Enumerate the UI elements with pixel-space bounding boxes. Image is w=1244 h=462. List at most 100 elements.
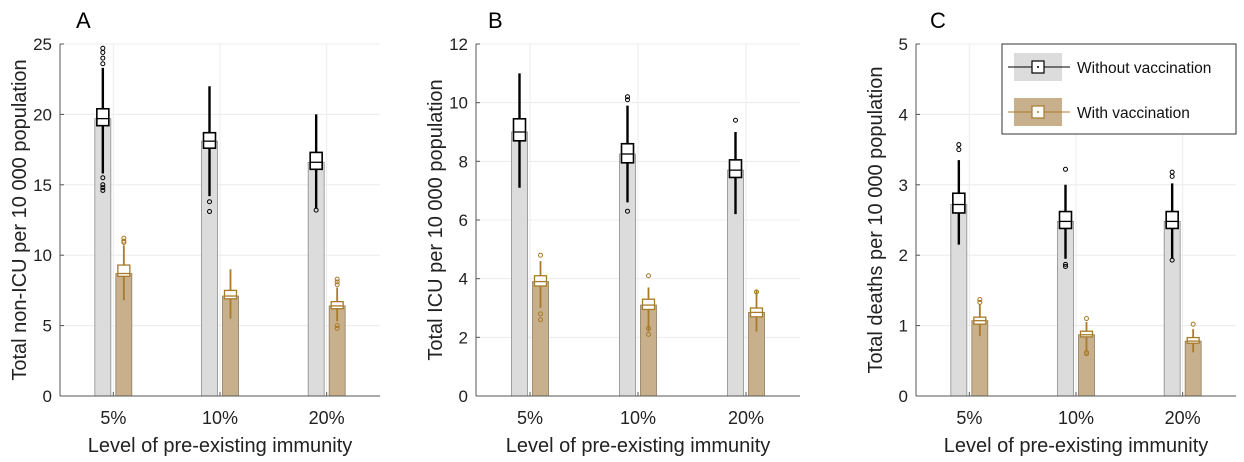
legend: Without vaccination With vaccination: [1001, 43, 1237, 135]
x-tick-label: 5%: [100, 408, 126, 428]
y-tick-label: 6: [459, 211, 468, 230]
outlier-point: [100, 55, 106, 61]
box: [1165, 210, 1179, 230]
y-axis-label: Total ICU per 10 000 population: [425, 79, 447, 360]
box: [309, 151, 323, 171]
panel-label: C: [930, 8, 946, 33]
y-tick-label: 10: [33, 246, 52, 265]
outlier-point: [733, 117, 738, 123]
outlier-point: [646, 331, 651, 337]
outlier-point: [625, 208, 630, 214]
outlier-point: [100, 175, 106, 181]
outlier-point: [334, 323, 340, 329]
y-tick-label: 15: [33, 176, 52, 195]
y-axis-label: Total non-ICU per 10 000 population: [9, 59, 31, 380]
outlier-point: [1063, 166, 1068, 172]
outlier-point: [646, 273, 651, 279]
y-tick-label: 20: [33, 105, 52, 124]
outlier-point: [1063, 261, 1068, 267]
x-axis-label: Level of pre-existing immunity: [88, 435, 353, 457]
outlier-point: [1169, 257, 1175, 263]
box: [330, 301, 344, 310]
box: [512, 118, 527, 142]
box: [1079, 330, 1094, 338]
legend-label: With vaccination: [1077, 105, 1190, 122]
y-tick-label: 0: [899, 387, 908, 406]
box: [96, 107, 110, 127]
outlier-point: [1084, 316, 1089, 322]
outlier-point: [625, 94, 630, 100]
outlier-point: [977, 299, 983, 305]
outlier-point: [100, 185, 106, 191]
y-tick-label: 10: [449, 94, 468, 113]
y-tick-label: 3: [899, 176, 908, 195]
x-tick-label: 10%: [620, 408, 656, 428]
x-tick-label: 10%: [202, 408, 238, 428]
y-tick-label: 4: [459, 270, 468, 289]
outlier-point: [313, 207, 319, 213]
box: [1058, 210, 1073, 230]
box: [641, 298, 656, 311]
y-tick-label: 4: [899, 105, 908, 124]
x-tick-label: 5%: [956, 408, 982, 428]
x-tick-label: 20%: [728, 408, 764, 428]
outlier-point: [956, 142, 962, 148]
outlier-point: [1190, 321, 1196, 327]
box: [728, 159, 743, 179]
box: [533, 275, 548, 287]
outlier-point: [334, 276, 340, 282]
y-tick-label: 0: [459, 387, 468, 406]
y-tick-label: 5: [43, 317, 52, 336]
x-tick-label: 20%: [309, 408, 345, 428]
legend-label: Without vaccination: [1077, 60, 1211, 77]
box: [117, 264, 131, 277]
box: [202, 131, 217, 149]
outlier-point: [625, 97, 630, 103]
outlier-point: [334, 279, 340, 285]
outlier-point: [207, 199, 212, 205]
panel-label: A: [76, 8, 91, 33]
outlier-point: [538, 317, 543, 323]
y-axis-label: Total deaths per 10 000 population: [865, 67, 887, 374]
outlier-point: [538, 311, 543, 317]
legend-median-dot: [1037, 111, 1039, 113]
panel-label: B: [488, 8, 503, 33]
outlier-point: [207, 209, 212, 215]
outlier-point: [956, 147, 962, 153]
x-axis-label: Level of pre-existing immunity: [944, 435, 1209, 457]
box: [952, 192, 966, 214]
x-tick-label: 5%: [517, 408, 543, 428]
outlier-point: [1063, 263, 1068, 269]
panel-b: 0 2 4 6 8 10 12 5% 10% 20% B Level of pre-existing …: [425, 8, 800, 457]
y-tick-label: 2: [459, 328, 468, 347]
x-tick-label: 10%: [1058, 408, 1094, 428]
panel-c: 0 1 2 3 4 5 5% 10% 20% C Level of pre-existing imm…: [865, 8, 1236, 457]
y-tick-label: 12: [449, 35, 468, 54]
outlier-point: [1169, 173, 1175, 179]
box: [1186, 336, 1200, 344]
outlier-point: [100, 61, 106, 67]
outlier-point: [100, 187, 106, 193]
outlier-point: [334, 325, 340, 331]
outlier-point: [334, 282, 340, 288]
x-tick-label: 20%: [1165, 408, 1201, 428]
outlier-point: [538, 252, 543, 258]
outlier-point: [977, 297, 983, 303]
outlier-point: [121, 240, 127, 246]
outlier-point: [100, 45, 106, 51]
box: [223, 289, 238, 300]
y-tick-label: 25: [33, 35, 52, 54]
outlier-point: [754, 289, 759, 295]
panel-a: 0 5 10 15 20 25 5% 10% 20% A Level of pre-existing…: [9, 8, 380, 457]
legend-median-dot: [1037, 66, 1039, 68]
outlier-point: [1169, 169, 1175, 175]
outlier-point: [100, 182, 106, 188]
outlier-point: [100, 49, 106, 55]
y-tick-label: 8: [459, 152, 468, 171]
y-tick-label: 5: [899, 35, 908, 54]
x-axis-label: Level of pre-existing immunity: [506, 435, 771, 457]
outlier-point: [1084, 351, 1089, 357]
outlier-point: [646, 326, 651, 332]
box: [620, 142, 635, 164]
y-tick-label: 2: [899, 246, 908, 265]
